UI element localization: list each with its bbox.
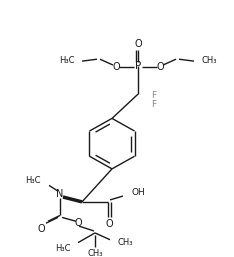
Text: F: F — [151, 91, 156, 100]
Text: CH₃: CH₃ — [201, 56, 216, 65]
Text: H₃C: H₃C — [59, 56, 75, 65]
Text: H₃C: H₃C — [55, 244, 71, 253]
Text: O: O — [105, 219, 113, 229]
Text: F: F — [151, 100, 156, 109]
Text: O: O — [156, 62, 164, 72]
Text: CH₃: CH₃ — [87, 249, 103, 257]
Text: N: N — [56, 189, 64, 199]
Text: O: O — [134, 39, 142, 49]
Text: P: P — [135, 61, 141, 71]
Text: O: O — [74, 218, 82, 228]
Text: O: O — [37, 224, 45, 234]
Text: O: O — [112, 62, 120, 72]
Text: CH₃: CH₃ — [117, 238, 132, 247]
Text: H₃C: H₃C — [26, 176, 41, 185]
Text: OH: OH — [131, 188, 145, 197]
